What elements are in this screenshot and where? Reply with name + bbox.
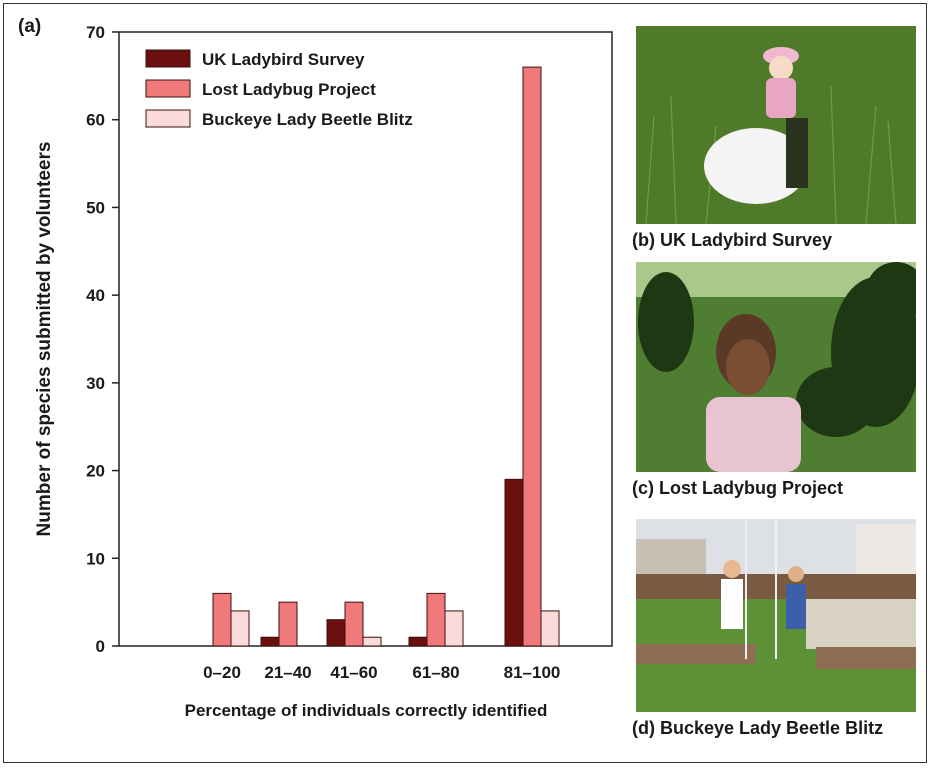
bar-2-3 (444, 610, 464, 647)
bar-chart: 0 10 20 30 40 50 60 70 0–20 21–40 41–60 61–80 81–100… (34, 23, 613, 720)
bar-1-0 (212, 592, 232, 647)
bar-0-4 (504, 478, 524, 647)
y-axis-label: Number of species submitted by volunteer… (34, 142, 55, 537)
legend-swatch-1 (145, 79, 191, 98)
x-tick-label: 21–40 (264, 663, 311, 682)
y-tick-label: 30 (86, 374, 105, 393)
legend-label-1: Lost Ladybug Project (202, 80, 376, 99)
bar-0-1 (260, 636, 280, 647)
caption-b: (b) UK Ladybird Survey (632, 230, 833, 250)
caption-d: (d) Buckeye Lady Beetle Blitz (632, 718, 884, 738)
y-tick-label: 50 (86, 198, 105, 217)
x-tick-label: 0–20 (203, 663, 241, 682)
bar-1-2 (344, 601, 364, 647)
x-tick-label: 61–80 (412, 663, 459, 682)
x-tick-label: 81–100 (504, 663, 561, 682)
bar-2-4 (540, 610, 560, 647)
photo-uk-ladybird-survey (636, 26, 916, 224)
bar-0-2 (326, 619, 346, 647)
y-tick-label: 0 (96, 637, 105, 656)
y-tick-label: 10 (86, 549, 105, 568)
x-axis-label: Percentage of individuals correctly iden… (185, 701, 548, 720)
x-tick-label: 41–60 (330, 663, 377, 682)
bar-1-1 (278, 601, 298, 647)
photo-buckeye-lady-beetle-blitz (636, 519, 916, 712)
photo-lost-ladybug-project (636, 262, 916, 472)
bar-1-3 (426, 592, 446, 647)
y-tick-label: 70 (86, 23, 105, 42)
legend-label-2: Buckeye Lady Beetle Blitz (202, 110, 413, 129)
legend-label-0: UK Ladybird Survey (202, 50, 365, 69)
figure-frame: (a) 0 10 20 30 40 50 60 70 0–20 21–40 41–60 61–80 81… (3, 3, 927, 763)
y-tick-label: 40 (86, 286, 105, 305)
bar-1-4 (522, 66, 542, 647)
bar-2-2 (362, 636, 382, 647)
legend-swatch-2 (145, 109, 191, 128)
bar-0-3 (408, 636, 428, 647)
y-tick-label: 20 (86, 462, 105, 481)
legend-swatch-0 (145, 49, 191, 68)
y-tick-label: 60 (86, 111, 105, 130)
caption-c: (c) Lost Ladybug Project (632, 478, 844, 498)
panel-label: (a) (18, 16, 42, 37)
bar-2-0 (230, 610, 250, 647)
